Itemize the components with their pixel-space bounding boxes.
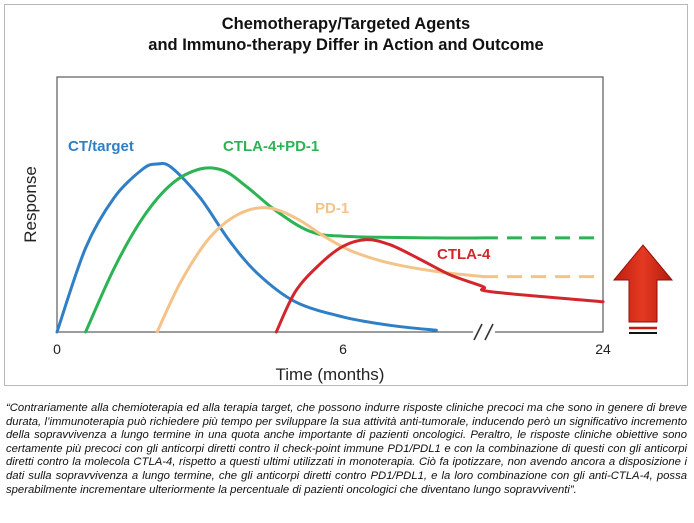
series-label-ct-target: CT/target [68,138,134,155]
figure-caption: “Contrariamente alla chemioterapia ed al… [6,402,687,496]
chart-title-line1: Chemotherapy/Targeted Agents [221,15,471,33]
x-tick-label: 0 [53,341,61,357]
series-line-ctla-4 [274,238,605,334]
series-label-ctla-4: CTLA-4 [437,246,491,263]
axis-break-mark [473,323,483,341]
axis-break-gap [473,322,495,342]
x-tick-label: 6 [339,341,347,357]
response-chart: CT/target CTLA-4+PD-1 PD-1 CTLA-4 0 6 24 Time (… [21,76,674,384]
x-tick-label: 24 [595,341,611,357]
x-axis-label: Time (months) [276,365,385,384]
series-line-ct-target [55,161,438,334]
chart-title-line2: and Immuno-therapy Differ in Action and … [148,36,544,54]
series-line-ctla-4-pd-1 [84,166,485,334]
up-arrow-icon [612,244,674,323]
series-line-pd-1 [155,206,485,334]
plot-frame [56,76,604,333]
series-label-pd-1: PD-1 [315,200,349,217]
series-label-ctla-4-pd-1: CTLA-4+PD-1 [223,138,319,155]
y-axis-label: Response [21,166,40,243]
chart-figure: Chemotherapy/Targeted Agents and Immuno-… [4,4,688,386]
axis-break-mark [484,323,494,341]
